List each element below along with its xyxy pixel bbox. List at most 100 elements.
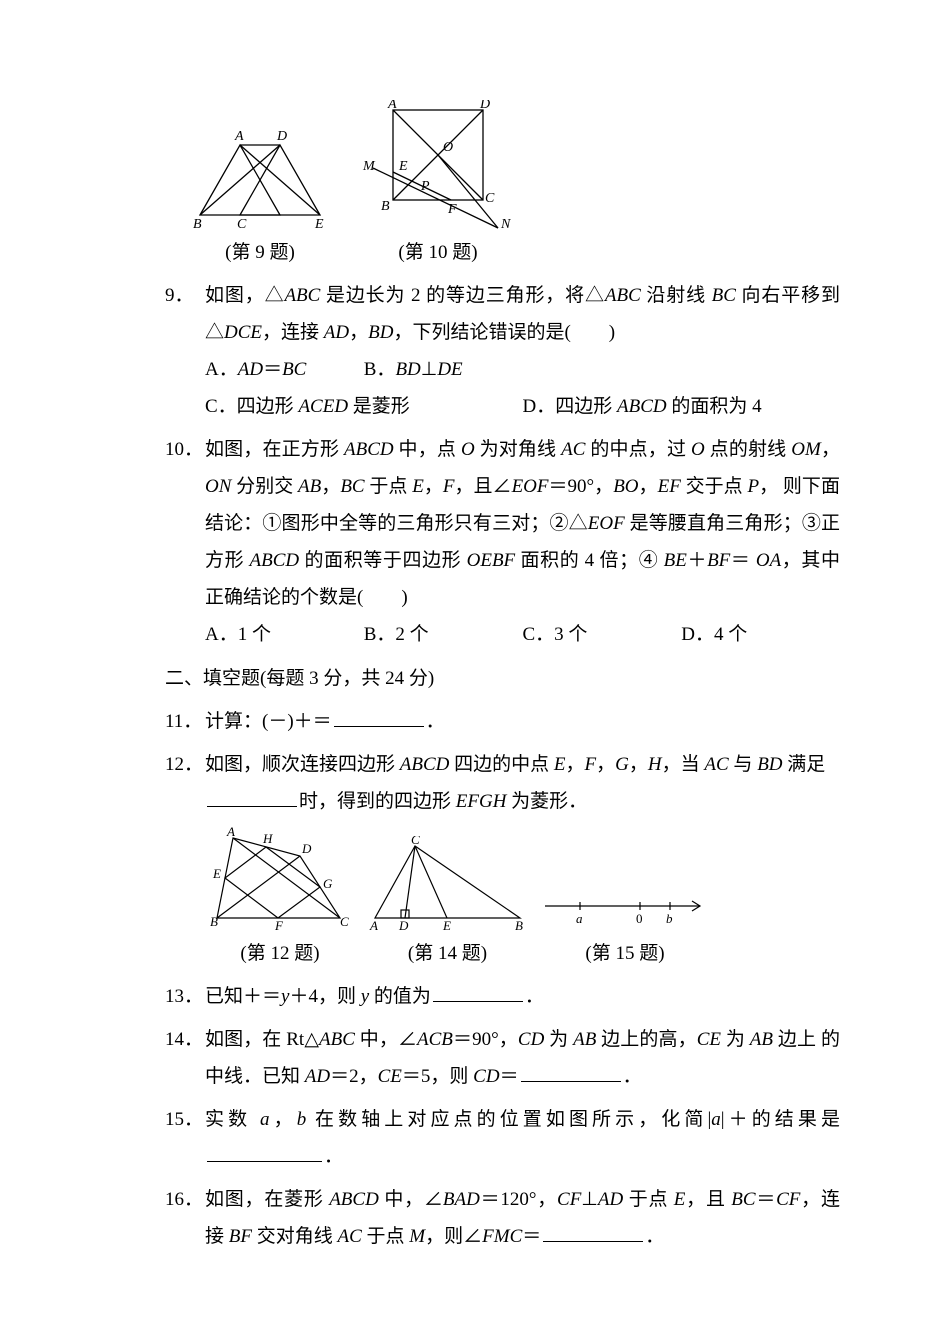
label-E: E bbox=[398, 159, 408, 174]
blank bbox=[207, 787, 297, 807]
var: ACB bbox=[417, 1029, 453, 1050]
text: 为对角线 bbox=[475, 439, 561, 460]
text: 为 bbox=[721, 1029, 750, 1050]
var: AD bbox=[324, 322, 349, 343]
caption-q9: (第 9 题) bbox=[185, 234, 335, 271]
text: ， bbox=[424, 476, 443, 497]
text: 边上的高， bbox=[596, 1029, 696, 1050]
text: ． bbox=[645, 1226, 664, 1247]
text: ，则∠ bbox=[425, 1226, 482, 1247]
label-a: a bbox=[576, 911, 583, 926]
text: ＝ bbox=[522, 1226, 541, 1247]
label-B: B bbox=[515, 918, 523, 931]
var: AB bbox=[573, 1029, 596, 1050]
question-number: 15． bbox=[165, 1101, 205, 1175]
var: ON bbox=[205, 476, 231, 497]
text: 于点 bbox=[623, 1189, 674, 1210]
question-body: 如图，在正方形 ABCD 中，点 O 为对角线 AC 的中点，过 O 点的射线 … bbox=[205, 431, 840, 653]
text: 的面积为 4 bbox=[667, 396, 762, 417]
label-C: C bbox=[411, 836, 420, 847]
text: 如图，在 Rt△ bbox=[205, 1029, 319, 1050]
label-G: G bbox=[323, 876, 333, 891]
text: D．四边形 bbox=[523, 396, 617, 417]
label-B: B bbox=[193, 217, 202, 230]
var: E bbox=[554, 754, 566, 775]
option-D: D．四边形 ABCD 的面积为 4 bbox=[523, 388, 841, 425]
text: 时，得到的四边形 bbox=[299, 791, 456, 812]
question-number: 13． bbox=[165, 978, 205, 1015]
var: CE bbox=[697, 1029, 721, 1050]
text: 已知＋＝ bbox=[205, 986, 281, 1007]
text: B． bbox=[364, 359, 396, 380]
question-body: 计算：(－)＋＝ ． bbox=[205, 703, 840, 740]
text: 如图，△ bbox=[205, 285, 284, 306]
question-number: 11． bbox=[165, 703, 205, 740]
text: ，且 bbox=[685, 1189, 731, 1210]
options-row2: C．四边形 ACED 是菱形 D．四边形 ABCD 的面积为 4 bbox=[205, 388, 840, 425]
label-E: E bbox=[314, 217, 324, 230]
text: 实数 bbox=[205, 1109, 260, 1130]
figure-q12: A B C D E F G H bbox=[205, 826, 355, 931]
figure-q9: A D B C E bbox=[185, 120, 335, 230]
label-H: H bbox=[262, 831, 273, 846]
figure-q14: A B C D E bbox=[365, 836, 530, 931]
question-13: 13． 已知＋＝y＋4，则 y 的值为． bbox=[165, 978, 840, 1015]
text: ⊥ bbox=[581, 1189, 598, 1210]
question-9: 9． 如图，△ABC 是边长为 2 的等边三角形，将△ABC 沿射线 BC 向右… bbox=[165, 277, 840, 425]
question-number: 16． bbox=[165, 1181, 205, 1255]
var: ABCD bbox=[617, 396, 667, 417]
text: ＝2， bbox=[330, 1066, 378, 1087]
var: OA bbox=[756, 550, 781, 571]
text: ＋ bbox=[687, 550, 707, 571]
text: 沿射线 bbox=[641, 285, 712, 306]
label-E: E bbox=[212, 866, 221, 881]
var: ABCD bbox=[344, 439, 394, 460]
var: BC bbox=[340, 476, 364, 497]
text: 中，∠ bbox=[379, 1189, 443, 1210]
label-F: F bbox=[274, 918, 284, 931]
question-15: 15． 实数 a，b 在数轴上对应点的位置如图所示，化简|a|＋的结果是． bbox=[165, 1101, 840, 1175]
text: ＋4，则 bbox=[289, 986, 360, 1007]
label-M: M bbox=[362, 159, 376, 174]
var: BAD bbox=[443, 1189, 480, 1210]
var: ABCD bbox=[400, 754, 450, 775]
text: ，且∠ bbox=[454, 476, 511, 497]
var: OM bbox=[791, 439, 821, 460]
caption-q14: (第 14 题) bbox=[365, 935, 530, 972]
label-zero: 0 bbox=[636, 911, 643, 926]
text: ＝120°， bbox=[480, 1189, 557, 1210]
var: AD bbox=[305, 1066, 330, 1087]
var: ACED bbox=[298, 396, 348, 417]
caption-q10: (第 10 题) bbox=[353, 234, 523, 271]
options: A．1 个 B．2 个 C．3 个 D．4 个 bbox=[205, 616, 840, 653]
var: F bbox=[585, 754, 597, 775]
text: ． bbox=[324, 1146, 343, 1167]
label-C: C bbox=[237, 217, 247, 230]
var: ABC bbox=[284, 285, 320, 306]
option-C: C．四边形 ACED 是菱形 bbox=[205, 388, 523, 425]
var: BC bbox=[712, 285, 736, 306]
var: E bbox=[412, 476, 424, 497]
question-number: 12． bbox=[165, 746, 205, 820]
var: FMC bbox=[482, 1226, 522, 1247]
label-E: E bbox=[442, 918, 451, 931]
text: ， bbox=[270, 1109, 297, 1130]
options: A．AD＝BC B．BD⊥DE bbox=[205, 351, 840, 388]
text: A． bbox=[205, 359, 238, 380]
option-B: B．2 个 bbox=[364, 616, 523, 653]
text: 为 bbox=[544, 1029, 573, 1050]
question-body: 如图，顺次连接四边形 ABCD 四边的中点 E，F，G，H，当 AC 与 BD … bbox=[205, 746, 840, 820]
var: BD bbox=[757, 754, 782, 775]
label-D: D bbox=[276, 129, 287, 144]
question-body: 如图，△ABC 是边长为 2 的等边三角形，将△ABC 沿射线 BC 向右平移到… bbox=[205, 277, 840, 425]
var: y bbox=[361, 986, 369, 1007]
text: 计算：(－)＋＝ bbox=[205, 711, 332, 732]
text: ． bbox=[426, 711, 445, 732]
text: 在数轴上对应点的位置如图所示，化简| bbox=[306, 1109, 711, 1130]
var: OEBF bbox=[467, 550, 516, 571]
var: EF bbox=[658, 476, 681, 497]
text: ＝5，则 bbox=[402, 1066, 473, 1087]
question-16: 16． 如图，在菱形 ABCD 中，∠BAD＝120°，CF⊥AD 于点 E，且… bbox=[165, 1181, 840, 1255]
option-A: A．1 个 bbox=[205, 616, 364, 653]
question-number: 10． bbox=[165, 431, 205, 653]
